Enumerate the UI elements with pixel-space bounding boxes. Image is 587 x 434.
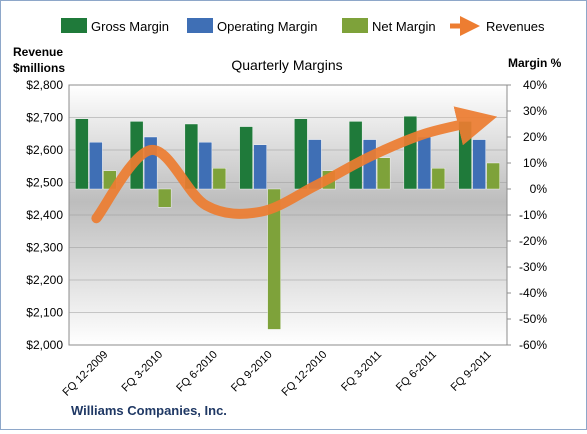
gross-margin-bar xyxy=(458,121,472,190)
gross-margin-bar xyxy=(75,118,89,190)
legend-swatch-operating-margin xyxy=(187,18,213,33)
left-tick-label: $2,400 xyxy=(26,208,63,222)
category-label: FQ 9-2010 xyxy=(229,349,275,395)
left-tick-label: $2,100 xyxy=(26,306,63,320)
right-tick-label: 0% xyxy=(530,182,548,196)
right-tick-label: -50% xyxy=(519,312,547,326)
operating-margin-bar xyxy=(253,144,267,190)
net-margin-bar xyxy=(157,188,172,208)
chart-title: Quarterly Margins xyxy=(231,57,342,73)
left-tick-label: $2,800 xyxy=(26,78,63,92)
left-tick-label: $2,500 xyxy=(26,176,63,190)
right-tick-label: 30% xyxy=(523,104,547,118)
category-label: FQ 12-2010 xyxy=(280,349,330,399)
left-tick-label: $2,300 xyxy=(26,241,63,255)
net-margin-bar xyxy=(376,157,391,190)
legend: Gross Margin Operating Margin Net Margin… xyxy=(61,16,545,36)
operating-margin-bar xyxy=(472,139,486,190)
category-label: FQ 6-2011 xyxy=(394,349,439,394)
right-tick-label: 20% xyxy=(523,130,547,144)
legend-label-net-margin: Net Margin xyxy=(372,19,436,34)
legend-swatch-gross-margin xyxy=(61,18,87,33)
gross-margin-bar xyxy=(348,121,363,190)
left-tick-label: $2,200 xyxy=(26,273,63,287)
net-margin-bar xyxy=(267,188,281,330)
operating-margin-bar xyxy=(198,141,213,190)
left-tick-label: $2,700 xyxy=(26,111,63,125)
revenues-line-layer xyxy=(91,106,498,224)
operating-margin-bar xyxy=(417,136,432,190)
gross-margin-bar xyxy=(403,115,418,190)
right-tick-label: 40% xyxy=(523,78,547,92)
category-labels: FQ 12-2009 FQ 3-2010 FQ 6-2010 FQ 9-2010 FQ … xyxy=(61,349,494,399)
gross-margin-bar xyxy=(294,118,308,190)
company-name: Williams Companies, Inc. xyxy=(71,403,227,418)
legend-label-gross-margin: Gross Margin xyxy=(91,19,169,34)
gross-margin-bar xyxy=(239,126,253,190)
revenues-line xyxy=(91,106,498,224)
category-label: FQ 3-2011 xyxy=(339,349,384,394)
left-axis-label-line1: Revenue xyxy=(13,45,63,59)
category-label: FQ 3-2010 xyxy=(120,349,166,395)
operating-margin-bar xyxy=(89,141,103,190)
net-margin-bar xyxy=(431,167,446,190)
right-tick-label: -30% xyxy=(519,260,547,274)
right-tick-label: -10% xyxy=(519,208,547,222)
net-margin-bar xyxy=(212,167,227,190)
legend-swatch-net-margin xyxy=(342,18,368,33)
left-axis-label-line2: $millions xyxy=(13,61,65,75)
net-margin-bar xyxy=(486,162,500,190)
right-tick-label: 10% xyxy=(523,156,547,170)
left-tick-label: $2,000 xyxy=(26,338,63,352)
right-axis-label: Margin % xyxy=(508,56,562,70)
right-axis-ticks: -60% -50% -40% -30% -20% -10% 0% 10% 20% 30% 40% xyxy=(507,78,547,352)
legend-label-revenues: Revenues xyxy=(486,19,545,34)
right-tick-label: -40% xyxy=(519,286,547,300)
left-axis-ticks: $2,000 $2,100 $2,200 $2,300 $2,400 $2,500 $2,6… xyxy=(26,78,63,352)
category-label: FQ 9-2011 xyxy=(449,349,494,394)
right-tick-label: -60% xyxy=(519,338,547,352)
legend-label-operating-margin: Operating Margin xyxy=(217,19,317,34)
operating-margin-bar xyxy=(143,136,158,190)
category-label: FQ 6-2010 xyxy=(174,349,220,395)
category-label: FQ 12-2009 xyxy=(61,349,111,399)
right-tick-label: -20% xyxy=(519,234,547,248)
left-tick-label: $2,600 xyxy=(26,143,63,157)
